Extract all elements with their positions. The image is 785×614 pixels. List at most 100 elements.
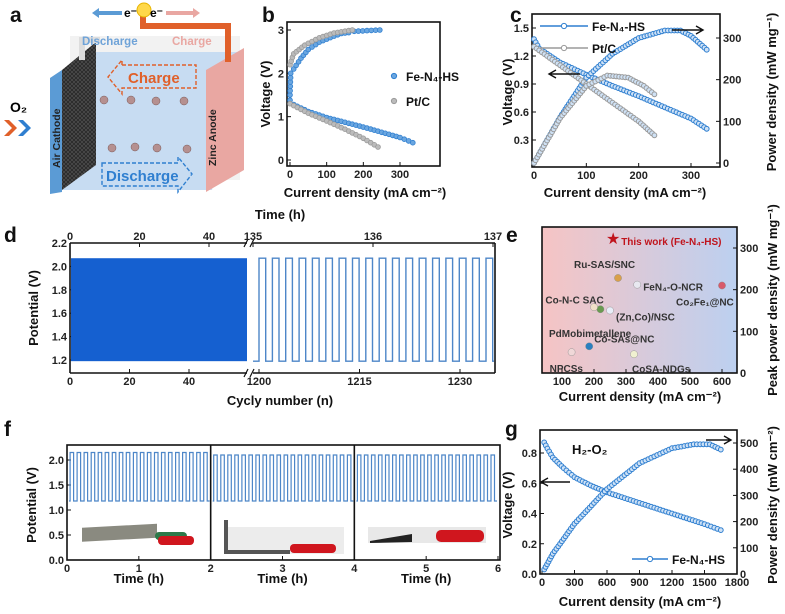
c-x-tick-label: 100 xyxy=(577,170,595,182)
c-fe-right-point xyxy=(703,46,710,53)
g-fe-left-line xyxy=(543,442,722,531)
e-ylabel: Peak power density (mW mg⁻¹) xyxy=(765,204,780,396)
e-point-label: PdMobimetallene xyxy=(549,329,632,340)
e-background xyxy=(542,227,737,373)
f-x-tick-label: 1 xyxy=(136,563,142,575)
c-fe-left-point xyxy=(703,125,710,132)
f-xlabel: Time (h) xyxy=(114,571,164,586)
e-point-label: Co₂Fe₁@NC xyxy=(676,298,734,309)
b-ptc-point xyxy=(349,27,356,33)
d-x2label: Time (h) xyxy=(255,207,305,222)
d-x-tick-label: 1200 xyxy=(247,376,271,388)
d-y-tick-label: 1.2 xyxy=(52,355,67,367)
f-x-tick-label: 0 xyxy=(64,563,70,575)
g-y-tick-label: 0.2 xyxy=(522,539,537,551)
e-y-tick-label: 100 xyxy=(740,326,758,338)
panel-letter-f: f xyxy=(4,418,12,441)
g-plot-frame xyxy=(539,429,738,575)
f-y-tick-label: 2.0 xyxy=(49,455,64,467)
g-legend-label: Fe-N₄-HS xyxy=(672,553,725,567)
c-left-axis-arrow-icon xyxy=(547,69,580,79)
c-y2-tick-label: 0 xyxy=(723,158,729,170)
c-y-tick-label: 1.5 xyxy=(514,23,529,35)
e-point-label: Ru-SAS/SNC xyxy=(574,260,635,271)
e-x-tick-label: 600 xyxy=(713,376,731,388)
f-xlabel: Time (h) xyxy=(257,571,307,586)
e-point xyxy=(614,274,622,282)
e-point-label: CoSA-NDGs xyxy=(632,364,691,375)
e-point xyxy=(718,281,726,290)
e-point-label: This work (Fe-N₄-HS) xyxy=(621,237,721,248)
c-y-tick-label: 0.3 xyxy=(514,135,529,147)
electron-label-left: e⁻ xyxy=(124,6,137,20)
c-y2-tick-label: 300 xyxy=(723,33,741,45)
panel-letter-a: a xyxy=(10,4,22,27)
g-x-tick-label: 600 xyxy=(598,577,616,589)
d-axis-break-icon xyxy=(243,238,255,248)
d-x2-tick-label: 136 xyxy=(364,231,382,243)
f-y-tick-label: 0.5 xyxy=(49,530,64,542)
d-x-tick-label: 40 xyxy=(183,376,195,388)
panel-letter-g: g xyxy=(505,418,518,441)
c-x-tick-label: 0 xyxy=(531,170,537,182)
c-y-tick-label: 1.2 xyxy=(514,51,529,63)
e-point xyxy=(590,303,598,311)
d-y-tick-label: 1.4 xyxy=(52,332,68,344)
g-left-axis-arrow-icon xyxy=(539,477,570,487)
d-ylabel: Potential (V) xyxy=(26,270,41,346)
c-right-axis-arrow-icon xyxy=(672,25,705,35)
b-fe-point xyxy=(305,46,312,53)
d-axis-break-icon xyxy=(243,368,255,378)
e-point-label: Co-SAs@NC xyxy=(594,334,654,345)
d-y-tick-label: 1.8 xyxy=(52,285,67,297)
g-y-tick-label: 0.6 xyxy=(522,478,537,490)
c-legend-marker xyxy=(560,22,568,30)
g-y2label: Power density (mW cm⁻²) xyxy=(765,426,780,584)
e-point-label: NPCSs xyxy=(550,364,584,375)
g-title: H₂-O₂ xyxy=(572,442,608,457)
red-clip-icon xyxy=(436,530,484,542)
c-xlabel: Current density (mA cm⁻²) xyxy=(544,185,706,200)
f-xlabel: Time (h) xyxy=(401,571,451,586)
d-y-tick-label: 2.0 xyxy=(52,261,67,273)
d-x-tick-label: 20 xyxy=(123,376,135,388)
f-x-tick-label: 4 xyxy=(351,563,358,575)
e-point xyxy=(633,280,642,289)
b-y-tick-label: 1 xyxy=(278,112,284,124)
d-x2-tick-label: 135 xyxy=(244,231,262,243)
b-x-tick-label: 300 xyxy=(391,169,409,181)
e-point-star-icon: ★ xyxy=(606,231,620,248)
panel-letter-d: d xyxy=(4,224,17,247)
b-x-tick-label: 0 xyxy=(287,169,293,181)
g-x-tick-label: 1200 xyxy=(660,577,684,589)
g-x-tick-label: 1500 xyxy=(692,577,716,589)
g-y2-tick-label: 100 xyxy=(740,543,758,555)
g-fe-right-point xyxy=(717,446,724,453)
g-fe-right-line xyxy=(543,443,722,570)
e-point-label: (Zn,Co)/NSC xyxy=(616,313,675,324)
light-bulb-icon xyxy=(136,2,152,18)
panel-letter-c: c xyxy=(510,4,522,27)
d-x2-tick-label: 40 xyxy=(203,231,215,243)
c-ptc-left-point xyxy=(651,132,658,139)
c-y2label: Power density (mW mg⁻¹) xyxy=(764,13,779,172)
air-cathode-side xyxy=(50,70,62,194)
f-y-tick-label: 0.0 xyxy=(49,555,64,567)
d-x-tick-label: 1230 xyxy=(448,376,472,388)
g-y-tick-label: 0.4 xyxy=(522,509,538,521)
g-y2-tick-label: 400 xyxy=(740,464,758,476)
f-x-tick-label: 3 xyxy=(279,563,285,575)
d-x2-tick-label: 0 xyxy=(67,231,73,243)
b-fe-point xyxy=(287,70,294,77)
g-legend-marker xyxy=(646,555,654,563)
e-y-tick-label: 0 xyxy=(740,368,746,380)
e-x-tick-label: 400 xyxy=(649,376,667,388)
e-point xyxy=(596,305,605,314)
e-x-tick-label: 100 xyxy=(553,376,571,388)
d-cycling-dense-block xyxy=(71,258,247,362)
charge-arrow-icon xyxy=(107,58,197,96)
e-point xyxy=(567,348,576,356)
b-ylabel: Voltage (V) xyxy=(258,61,273,128)
